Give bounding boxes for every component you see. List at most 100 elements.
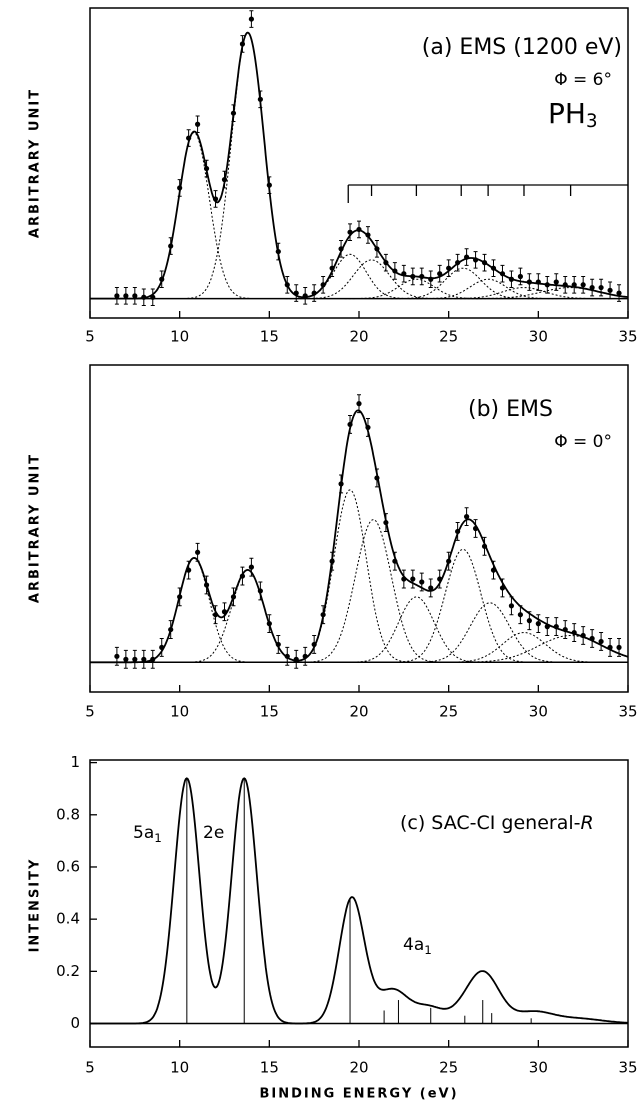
data-point — [257, 96, 263, 102]
data-point — [490, 567, 497, 573]
x-tick-label: 15 — [260, 1059, 279, 1077]
x-tick-label: 15 — [260, 328, 279, 346]
component-curve — [437, 287, 611, 300]
y-axis-label: ARBITRARY UNIT — [28, 88, 43, 238]
data-point — [499, 585, 506, 591]
data-point — [347, 421, 353, 428]
data-point — [544, 282, 550, 288]
data-point — [329, 265, 335, 271]
data-point — [320, 612, 326, 618]
data-point — [428, 276, 434, 282]
y-tick-label: 0.2 — [56, 962, 80, 980]
x-tick-label: 10 — [170, 328, 189, 346]
data-point — [203, 165, 210, 172]
data-point — [446, 265, 452, 271]
annotation: Φ = 0° — [554, 432, 612, 452]
y-tick-label: 0.8 — [56, 805, 80, 823]
annotation: Φ = 6° — [554, 70, 612, 90]
x-tick-label: 5 — [85, 328, 95, 346]
data-point — [356, 226, 362, 233]
title-italic: R — [581, 812, 594, 834]
title-text: (a) EMS (1200 eV) — [422, 35, 622, 60]
data-point — [517, 273, 524, 280]
data-point — [275, 248, 281, 255]
peak-label-text: 4a — [403, 935, 424, 955]
data-point — [571, 629, 577, 636]
data-point — [329, 558, 335, 564]
component-curve — [391, 267, 535, 300]
data-point — [123, 656, 129, 662]
component-curve — [416, 278, 560, 300]
component-curve — [391, 548, 535, 663]
data-point — [132, 656, 138, 662]
x-tick-label: 10 — [170, 1059, 189, 1077]
data-point — [302, 293, 308, 299]
y-axis-label: ARBITRARY UNIT — [28, 453, 43, 603]
x-tick-label: 25 — [439, 328, 458, 346]
data-point — [338, 246, 344, 252]
data-point — [437, 271, 443, 277]
data-point — [374, 246, 380, 252]
molecule-subscript: 3 — [586, 111, 598, 132]
x-tick-label: 20 — [349, 703, 368, 721]
data-point — [535, 279, 541, 285]
x-tick-label: 35 — [618, 703, 637, 721]
component-curve — [285, 489, 415, 663]
x-tick-label: 20 — [349, 1059, 368, 1077]
data-point — [490, 265, 497, 271]
data-point — [221, 609, 228, 615]
data-point — [230, 594, 237, 600]
data-point — [392, 268, 398, 274]
data-point — [177, 594, 183, 600]
data-point — [589, 284, 595, 291]
peak-label: 2e — [203, 823, 224, 843]
data-point — [114, 653, 120, 659]
data-point — [598, 638, 604, 645]
data-point — [544, 624, 550, 630]
data-point — [365, 424, 371, 431]
peak-label-text: 5a — [133, 823, 154, 843]
x-tick-label: 30 — [529, 328, 548, 346]
data-point — [212, 612, 219, 618]
data-point — [320, 282, 326, 288]
data-point — [526, 279, 532, 285]
data-point — [311, 290, 317, 296]
component-curve — [410, 602, 569, 663]
data-point — [481, 260, 488, 266]
data-point — [257, 588, 263, 594]
data-point — [553, 624, 559, 630]
data-point — [481, 543, 488, 549]
data-point — [168, 626, 174, 633]
plot-frame — [89, 759, 629, 1048]
data-point — [159, 276, 165, 282]
data-point — [562, 626, 568, 633]
data-point — [455, 260, 461, 266]
data-point — [284, 282, 290, 288]
title-text: (c) SAC-CI general- — [400, 812, 581, 834]
data-point — [293, 656, 299, 662]
data-point — [517, 612, 524, 618]
data-point — [419, 579, 425, 585]
component-curve — [133, 557, 255, 663]
data-point — [123, 293, 129, 299]
y-axis-label: INTENSITY — [28, 858, 43, 953]
data-point — [141, 656, 147, 662]
x-tick-label: 25 — [439, 703, 458, 721]
y-tick-label: 1 — [70, 753, 80, 771]
data-point — [535, 621, 541, 627]
data-point — [248, 16, 254, 22]
component-curve — [344, 278, 489, 300]
x-tick-label: 30 — [529, 703, 548, 721]
data-point — [508, 603, 515, 609]
peak-label: 5a1 — [133, 823, 162, 845]
data-point — [598, 284, 604, 291]
data-point — [580, 282, 586, 288]
data-point — [195, 121, 201, 127]
data-point — [410, 273, 416, 280]
data-point — [562, 282, 568, 288]
molecule-text: PH — [548, 97, 586, 130]
data-point — [347, 229, 353, 235]
data-point — [383, 519, 389, 526]
data-point — [239, 573, 246, 579]
data-point — [195, 549, 201, 555]
